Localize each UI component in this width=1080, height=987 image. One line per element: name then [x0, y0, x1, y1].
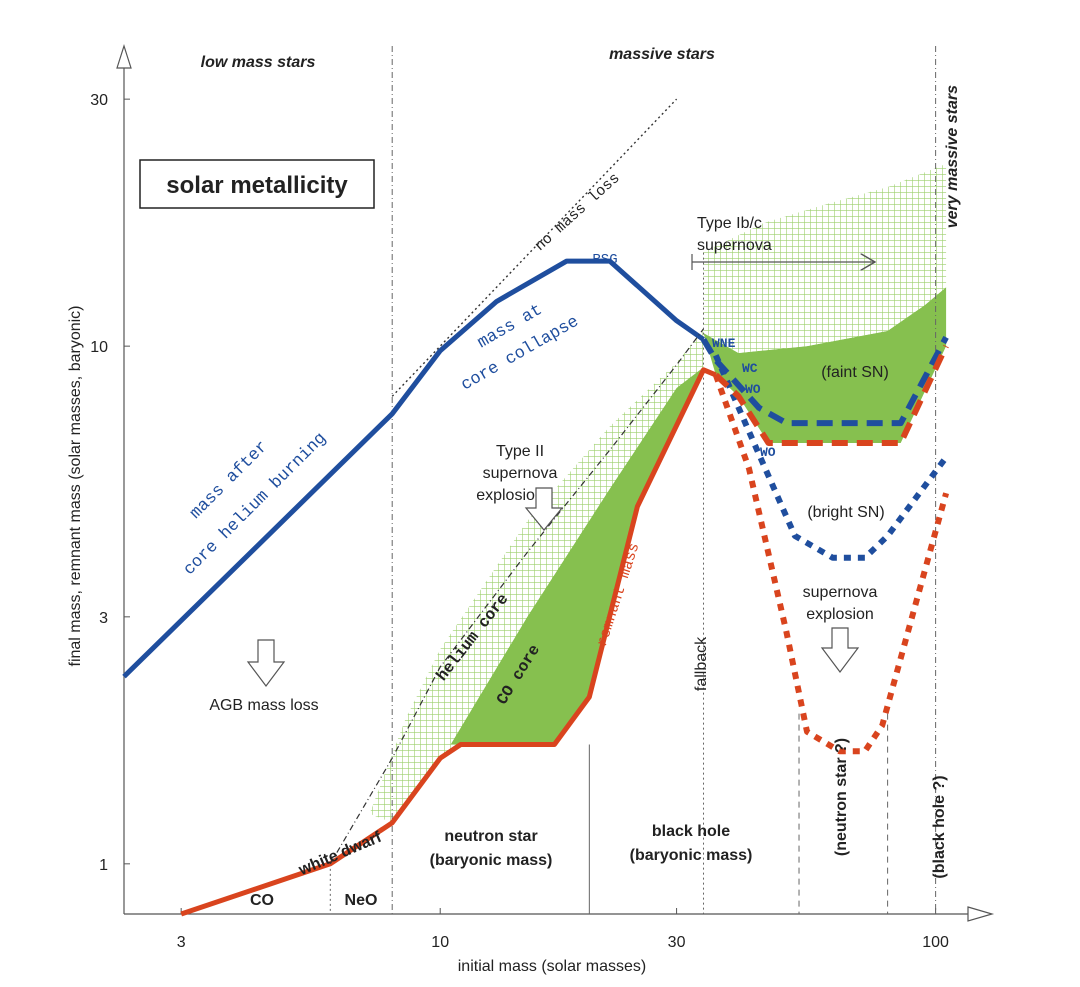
x-axis-label: initial mass (solar masses) [458, 958, 646, 975]
title-box [139, 159, 375, 209]
title-box-text: solar metallicity [166, 172, 348, 199]
type-ii-down-arrow [524, 487, 564, 531]
no-mass-loss-label: no mass loss [532, 170, 624, 255]
wc-label: WC [742, 361, 758, 376]
y-tick-label: 3 [99, 610, 108, 627]
x-tick-labels: 3 10 30 100 [177, 908, 949, 951]
low-mass-label: low mass stars [201, 54, 316, 71]
wo-label-1: WO [745, 382, 761, 397]
very-massive-label: very massive stars [944, 85, 961, 228]
faint-sn-green-region [703, 287, 947, 443]
x-tick-label: 30 [668, 934, 686, 951]
x-tick-label: 10 [431, 934, 449, 951]
agb-down-arrow [246, 639, 286, 687]
type-ii-label-2: supernova [483, 465, 558, 482]
vertical-guide-lines [329, 46, 937, 914]
upper-hatched-region [703, 163, 947, 353]
neutron-star-label-2: (baryonic mass) [430, 852, 553, 869]
type-ii-label-1: Type II [496, 443, 544, 460]
x-tick-label: 100 [922, 934, 949, 951]
series-line-0 [122, 258, 705, 679]
faint-sn-label: (faint SN) [821, 364, 889, 381]
series-line-1 [700, 335, 949, 427]
y-tick-labels: 1 3 10 30 [90, 92, 130, 874]
rsg-label: RSG [592, 252, 617, 268]
wne-label: WNE [712, 336, 736, 351]
y-tick-label: 10 [90, 339, 108, 356]
neutron-star-q-label: (neutron star ?) [833, 738, 850, 856]
type-ii-label-3: explosion [476, 487, 544, 504]
black-hole-label-2: (baryonic mass) [630, 847, 753, 864]
fallback-label: fallback [693, 636, 710, 691]
series-group [122, 98, 949, 917]
y-tick-label: 1 [99, 857, 108, 874]
series-line-7 [391, 98, 678, 397]
black-hole-label-1: black hole [652, 823, 730, 840]
wo-label-2: WO [760, 445, 776, 460]
co-core-green-region [450, 367, 704, 745]
massive-label: massive stars [609, 46, 715, 63]
series-line-3 [180, 367, 717, 917]
black-hole-q-label: (black hole ?) [931, 775, 948, 878]
y-axis-label: final mass, remnant mass (solar masses, … [67, 306, 84, 667]
sn-explosion-label-2: explosion [806, 606, 874, 623]
series-line-4 [713, 344, 949, 446]
y-axis-arrow [116, 44, 132, 69]
neutron-star-label-1: neutron star [444, 828, 537, 845]
neo-label: NeO [345, 892, 378, 909]
y-tick-label: 30 [90, 92, 108, 109]
type-ibc-label-1: Type Ib/c [697, 215, 762, 232]
x-tick-label: 3 [177, 934, 186, 951]
agb-mass-loss-label: AGB mass loss [209, 697, 318, 714]
series-line-2 [713, 354, 949, 561]
series-line-5 [712, 373, 949, 755]
bright-sn-label: (bright SN) [807, 504, 884, 521]
sn-explosion-down-arrow [820, 627, 860, 673]
co-label: CO [250, 892, 274, 909]
series-line-6 [329, 328, 704, 865]
white-dwarf-label: white dwarf [295, 829, 384, 880]
sn-explosion-label-1: supernova [803, 584, 878, 601]
type-ibc-label-2: supernova [697, 237, 772, 254]
helium-core-hatched-region [369, 328, 704, 823]
x-axis-arrow [967, 906, 995, 922]
